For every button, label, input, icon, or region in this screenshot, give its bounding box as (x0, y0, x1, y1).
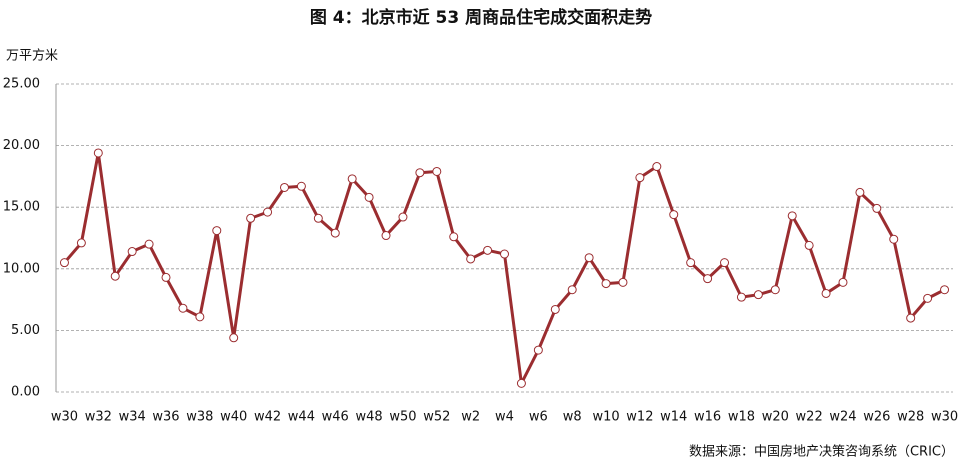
chart-title: 图 4：北京市近 53 周商品住宅成交面积走势 (310, 7, 652, 28)
data-point (821, 288, 831, 298)
x-tick-label: w8 (563, 410, 582, 425)
data-point (703, 274, 713, 284)
x-tick-label: w52 (423, 410, 450, 425)
y-tick-label: 25.00 (3, 77, 40, 92)
y-tick-label: 5.00 (11, 323, 40, 338)
data-point (838, 277, 848, 287)
data-point (178, 303, 188, 313)
data-point (686, 258, 696, 268)
x-tick-label: w34 (119, 410, 146, 425)
data-point (567, 285, 577, 295)
data-point (296, 181, 306, 191)
data-point (76, 238, 86, 248)
data-point (161, 272, 171, 282)
data-point (330, 228, 340, 238)
x-tick-label: w6 (529, 410, 548, 425)
data-point (635, 173, 645, 183)
data-point (584, 253, 594, 263)
data-point (59, 258, 69, 268)
x-tick-label: w22 (796, 410, 823, 425)
data-point (753, 290, 763, 300)
x-tick-label: w20 (762, 410, 789, 425)
data-point (601, 279, 611, 289)
x-tick-label: w30 (931, 410, 958, 425)
x-tick-label: w24 (829, 410, 856, 425)
x-tick-label: w26 (863, 410, 890, 425)
x-tick-label: w48 (356, 410, 383, 425)
x-tick-label: w28 (897, 410, 924, 425)
x-tick-label: w42 (254, 410, 281, 425)
x-tick-label: w30 (51, 410, 78, 425)
data-point (127, 247, 137, 257)
data-point (449, 232, 459, 242)
data-point (618, 277, 628, 287)
data-point (364, 192, 374, 202)
x-tick-label: w36 (152, 410, 179, 425)
x-tick-label: w16 (694, 410, 721, 425)
x-tick-label: w46 (322, 410, 349, 425)
data-point (144, 239, 154, 249)
data-point (533, 345, 543, 355)
data-point (263, 207, 273, 217)
x-tick-label: w10 (592, 410, 619, 425)
data-point (432, 166, 442, 176)
data-point (415, 168, 425, 178)
data-point (347, 174, 357, 184)
x-tick-label: w38 (186, 410, 213, 425)
x-tick-label: w12 (626, 410, 653, 425)
data-line (63, 151, 946, 385)
data-point (720, 258, 730, 268)
y-tick-label: 0.00 (11, 385, 40, 400)
data-point (483, 245, 493, 255)
data-point (466, 254, 476, 264)
data-point (872, 203, 882, 213)
x-tick-label: w2 (461, 410, 480, 425)
x-tick-label: w50 (389, 410, 416, 425)
data-point (313, 213, 323, 223)
x-tick-label: w32 (85, 410, 112, 425)
data-point (855, 187, 865, 197)
data-point (279, 182, 289, 192)
data-point (500, 249, 509, 259)
x-tick-label: w14 (660, 410, 687, 425)
x-tick-label: w44 (288, 410, 315, 425)
y-tick-label: 10.00 (3, 261, 40, 276)
y-tick-label: 20.00 (3, 138, 40, 153)
data-point (246, 213, 256, 223)
data-point (923, 293, 933, 303)
data-point (110, 271, 120, 281)
data-point (889, 234, 899, 244)
data-point (770, 285, 780, 295)
data-point (212, 226, 222, 236)
data-point (550, 304, 560, 314)
x-tick-label: w40 (220, 410, 247, 425)
x-tick-label: w4 (495, 410, 514, 425)
data-point (940, 285, 950, 295)
data-point (516, 378, 526, 388)
source-note: 数据来源：中国房地产决策咨询系统（CRIC） (689, 444, 954, 460)
data-point (229, 333, 239, 343)
data-point (652, 162, 662, 172)
y-axis-label: 万平方米 (6, 48, 58, 64)
data-point (906, 313, 916, 323)
x-tick-label: w18 (728, 410, 755, 425)
data-point (195, 312, 205, 322)
data-point (93, 148, 103, 158)
y-tick-label: 15.00 (3, 200, 40, 215)
data-point (669, 210, 679, 220)
data-point (787, 211, 797, 221)
data-point (398, 212, 408, 222)
data-point (804, 240, 814, 250)
data-point (381, 231, 391, 241)
data-point (736, 292, 746, 302)
